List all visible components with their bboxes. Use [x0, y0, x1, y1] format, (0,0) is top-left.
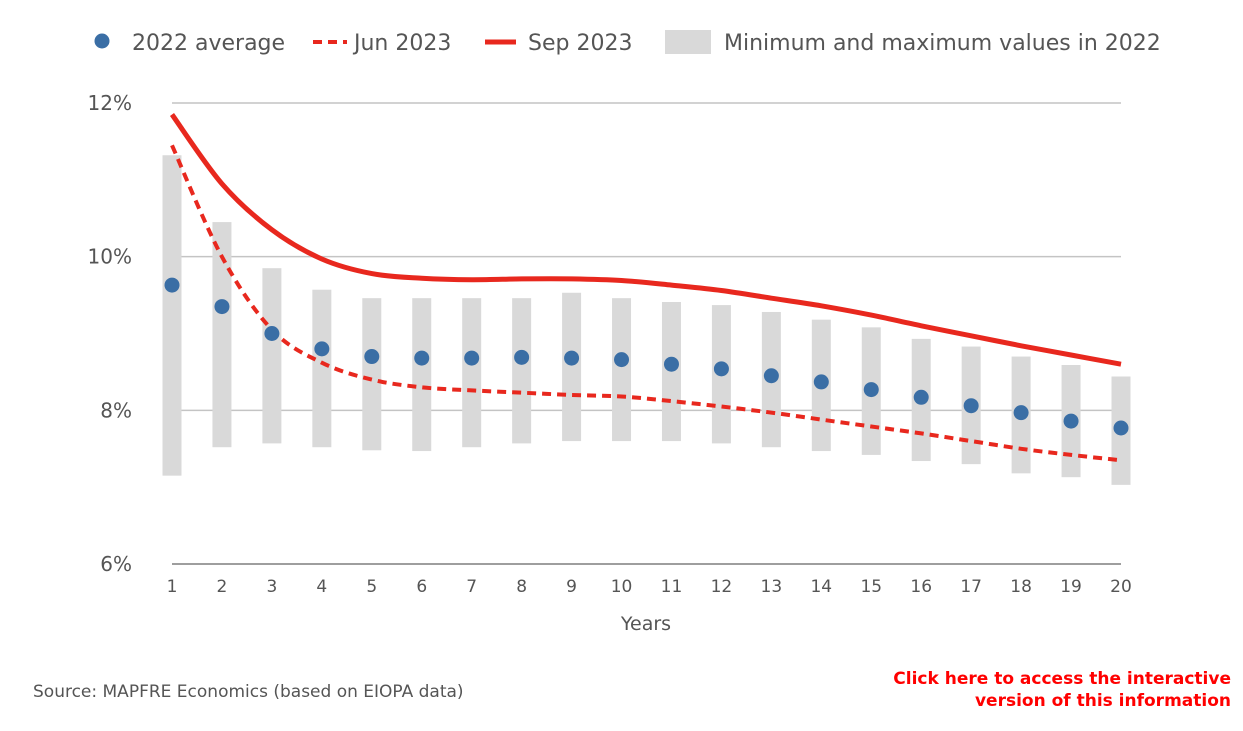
average-dot: [1063, 413, 1079, 429]
average-dot: [913, 389, 929, 405]
legend-label-jun-2023: Jun 2023: [352, 31, 451, 56]
x-axis-title: Years: [620, 613, 671, 635]
y-tick-label: 12%: [88, 91, 132, 115]
x-tick-label: 4: [316, 577, 327, 597]
legend-label-sep-2023: Sep 2023: [528, 31, 632, 56]
average-dot: [214, 299, 230, 315]
x-tick-label: 6: [416, 577, 427, 597]
series-lines: [169, 113, 1122, 463]
y-tick-label: 8%: [100, 398, 132, 422]
gridlines: [172, 102, 1121, 565]
average-dots: [164, 277, 1129, 436]
interactive-version-link[interactable]: Click here to access the interactive ver…: [893, 668, 1231, 712]
x-tick-label: 10: [611, 577, 633, 597]
series-line-jun-2023: [170, 144, 1122, 463]
x-tick-label: 11: [661, 577, 683, 597]
average-dot: [1113, 420, 1129, 436]
average-dot: [663, 356, 679, 372]
range-bar: [262, 268, 282, 444]
range-bar: [312, 289, 332, 448]
legend-marker-2022-average: [94, 33, 110, 49]
average-dot: [813, 374, 829, 390]
yield-curve-chart: 2022 average Jun 2023 Sep 2023 Minimum a…: [88, 30, 1161, 635]
x-tick-label: 9: [566, 577, 577, 597]
range-bar: [362, 298, 382, 451]
average-dot: [364, 349, 380, 365]
x-tick-label: 5: [366, 577, 377, 597]
legend-label-2022-average: 2022 average: [132, 31, 285, 56]
average-dot: [464, 350, 480, 366]
x-tick-label: 17: [960, 577, 982, 597]
average-dot: [713, 361, 729, 377]
average-dot: [763, 368, 779, 384]
average-dot: [863, 382, 879, 398]
x-tick-label: 12: [711, 577, 733, 597]
range-bar: [162, 155, 182, 476]
x-tick-label: 16: [910, 577, 932, 597]
x-axis-ticks: 1 2 3 4 5 6 7 8 9 10 11 12 13 14 15 16 17 18 19 20: [167, 577, 1132, 597]
range-bar: [512, 298, 532, 444]
x-tick-label: 15: [860, 577, 882, 597]
link-line-2: version of this information: [974, 691, 1231, 711]
source-note: Source: MAPFRE Economics (based on EIOPA…: [33, 682, 464, 702]
x-tick-label: 8: [516, 577, 527, 597]
range-bar: [212, 222, 232, 448]
link-line-1: Click here to access the interactive: [893, 669, 1231, 689]
y-axis-ticks: 6% 8% 10% 12%: [88, 91, 132, 576]
x-tick-label: 13: [761, 577, 783, 597]
average-dot: [314, 341, 330, 357]
y-tick-label: 6%: [100, 552, 132, 576]
chart-legend: 2022 average Jun 2023 Sep 2023 Minimum a…: [94, 30, 1161, 56]
range-bar: [462, 298, 482, 448]
x-tick-label: 1: [167, 577, 178, 597]
y-tick-label: 10%: [88, 245, 132, 269]
range-bar: [612, 298, 632, 442]
x-tick-label: 19: [1060, 577, 1082, 597]
x-tick-label: 7: [466, 577, 477, 597]
x-tick-label: 3: [266, 577, 277, 597]
average-dot: [963, 398, 979, 414]
legend-marker-min-max: [665, 30, 711, 54]
range-bar: [412, 298, 432, 452]
average-dot: [164, 277, 180, 293]
x-tick-label: 18: [1010, 577, 1032, 597]
average-dot: [614, 352, 630, 368]
average-dot: [1013, 405, 1029, 421]
average-dot: [414, 350, 430, 366]
range-bar: [562, 292, 582, 442]
legend-label-min-max: Minimum and maximum values in 2022: [724, 31, 1161, 56]
range-bars: [162, 155, 1131, 485]
x-tick-label: 2: [217, 577, 228, 597]
series-line-sep-2023: [169, 113, 1122, 367]
x-tick-label: 20: [1110, 577, 1132, 597]
average-dot: [564, 350, 580, 366]
average-dot: [514, 349, 530, 365]
average-dot: [264, 326, 280, 341]
x-tick-label: 14: [810, 577, 832, 597]
